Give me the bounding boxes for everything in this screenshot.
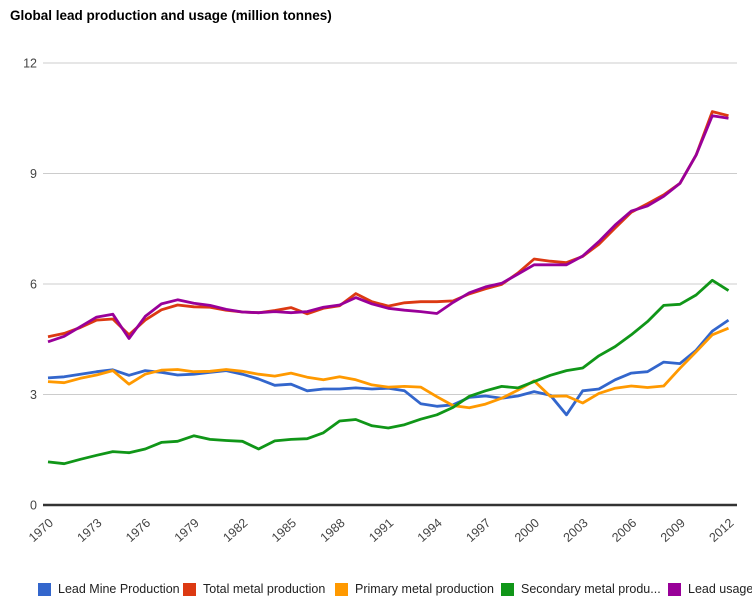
legend: Lead Mine Production Total metal producti… — [0, 581, 752, 601]
x-tick-label: 1997 — [463, 516, 493, 545]
x-tick-label: 2000 — [512, 516, 542, 545]
x-tick-label: 1973 — [75, 516, 105, 545]
legend-item-total-metal-production: Total metal production — [183, 581, 325, 597]
series-line-primary-metal-production[interactable] — [47, 326, 730, 410]
y-tick-label: 6 — [30, 278, 37, 292]
legend-swatch-total-metal-production — [183, 582, 196, 596]
series-line-total-metal-production[interactable] — [47, 110, 729, 339]
legend-item-lead-usage: Lead usage — [668, 581, 752, 597]
x-tick-label: 1970 — [26, 516, 56, 545]
legend-item-primary-metal-production: Primary metal production — [335, 581, 494, 597]
x-tick-label: 1982 — [220, 516, 250, 545]
legend-swatch-secondary-metal-production — [501, 582, 514, 596]
x-tick-label: 1991 — [366, 516, 396, 545]
x-tick-label: 2009 — [658, 516, 688, 545]
y-tick-label: 3 — [30, 388, 37, 402]
x-tick-label: 1994 — [415, 516, 445, 545]
legend-swatch-lead-mine-production — [38, 582, 51, 596]
legend-item-secondary-metal-production: Secondary metal produ... — [501, 581, 661, 597]
x-tick-label: 1985 — [269, 516, 299, 545]
x-tick-label: 1979 — [172, 516, 202, 545]
x-tick-label: 1988 — [318, 516, 348, 545]
x-tick-label: 2012 — [706, 516, 736, 545]
legend-label-lead-usage: Lead usage — [688, 582, 752, 596]
legend-label-primary-metal-production: Primary metal production — [355, 582, 494, 596]
y-tick-label: 9 — [30, 167, 37, 181]
series-line-lead-usage[interactable] — [47, 114, 729, 344]
chart-title: Global lead production and usage (millio… — [10, 8, 332, 23]
gridlines — [43, 62, 737, 507]
x-tick-label: 1976 — [123, 516, 153, 545]
x-tick-label: 2006 — [609, 516, 639, 545]
legend-swatch-lead-usage — [668, 582, 681, 596]
legend-swatch-primary-metal-production — [335, 582, 348, 596]
legend-item-lead-mine-production: Lead Mine Production — [38, 581, 180, 597]
legend-label-total-metal-production: Total metal production — [203, 582, 326, 596]
y-axis-labels: 0 3 6 9 12 — [23, 57, 37, 513]
x-axis-labels: 1970 1973 1976 1979 1982 1985 1988 1991 1994 1997… — [26, 516, 737, 545]
legend-label-lead-mine-production: Lead Mine Production — [58, 582, 180, 596]
series-line-lead-mine-production[interactable] — [47, 318, 730, 417]
legend-label-secondary-metal-production: Secondary metal produ... — [521, 582, 661, 596]
x-tick-label: 2003 — [561, 516, 591, 545]
y-tick-label: 0 — [30, 499, 37, 513]
y-tick-label: 12 — [23, 57, 37, 71]
series-line-secondary-metal-production[interactable] — [47, 278, 730, 466]
